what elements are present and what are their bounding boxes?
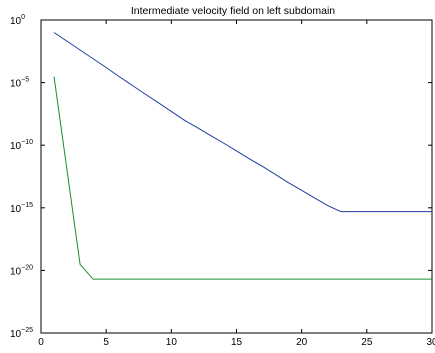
x-tick-label: 15 xyxy=(231,337,243,348)
x-tick-label: 20 xyxy=(296,337,308,348)
y-tick-label: 10−25 xyxy=(10,327,33,340)
axis-tick-labels: 0 5 10 15 20 25 30 100 10−5 10−10 10−15 10−20 10−25 xyxy=(10,14,435,348)
y-tick-label: 10−20 xyxy=(10,264,33,277)
y-tick-label: 10−5 xyxy=(10,77,29,90)
plot-frame xyxy=(40,19,433,334)
y-tick-label: 10−10 xyxy=(10,139,33,152)
series-line-1 xyxy=(53,32,432,213)
chart-title: Intermediate velocity field on left subd… xyxy=(131,5,335,17)
y-tick-label: 100 xyxy=(10,14,25,27)
x-tick-label: 5 xyxy=(103,337,109,348)
x-tick-label: 10 xyxy=(166,337,178,348)
series-layer xyxy=(53,32,432,280)
y-tick-label: 10−15 xyxy=(10,202,33,215)
x-tick-label: 30 xyxy=(426,337,435,348)
x-tick-label: 0 xyxy=(38,337,44,348)
series-line-2 xyxy=(53,76,432,280)
x-tick-label: 25 xyxy=(361,337,373,348)
axis-ticks xyxy=(40,19,433,334)
